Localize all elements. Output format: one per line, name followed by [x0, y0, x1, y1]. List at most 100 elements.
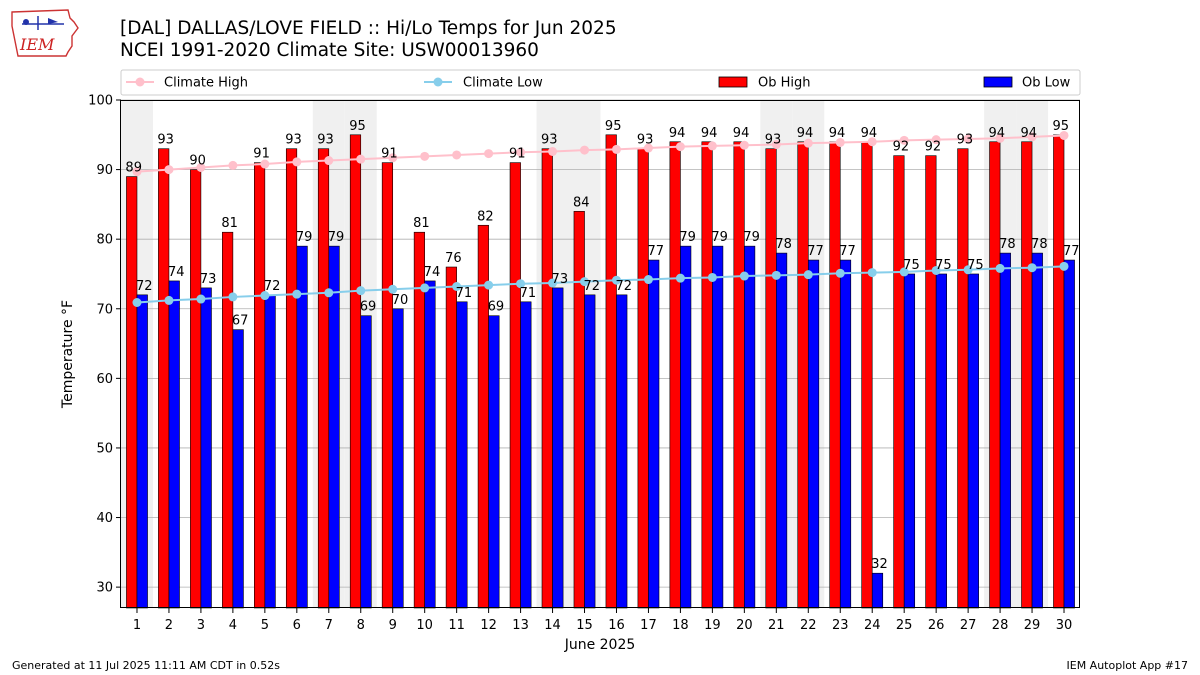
- ob-high-bar-25: [893, 155, 905, 609]
- ob-low-bar-30: [1063, 259, 1075, 609]
- climate-low-line: [136, 265, 1065, 304]
- ob-low-bar-27: [967, 273, 979, 609]
- ob-high-bar-28: [989, 141, 1001, 609]
- y-tick-label-40: 40: [96, 511, 113, 526]
- ob-low-value-11: 71: [456, 286, 473, 301]
- ob-low-bar-7: [328, 245, 340, 609]
- legend-item-climate-high: Climate High: [126, 76, 248, 91]
- ob-low-bar-18: [680, 245, 692, 609]
- ob-high-value-24: 94: [861, 126, 878, 141]
- climate-low-point-23: [835, 268, 845, 278]
- ob-high-value-25: 92: [893, 140, 910, 155]
- ob-high-value-13: 91: [509, 147, 526, 162]
- ob-low-value-2: 74: [168, 265, 185, 280]
- legend-label-climate-high: Climate High: [164, 76, 248, 91]
- x-tick-label-1: 1: [133, 618, 141, 633]
- ob-high-value-22: 94: [797, 126, 814, 141]
- ob-low-value-20: 79: [743, 230, 760, 245]
- climate-low-point-1: [132, 298, 142, 308]
- x-tick-label-26: 26: [928, 618, 945, 633]
- climate-high-point-27: [963, 134, 973, 144]
- climate-high-point-29: [1027, 132, 1037, 142]
- legend-frame: [120, 69, 1081, 96]
- climate-high-line: [136, 134, 1065, 173]
- ob-high-bar-13: [509, 162, 521, 609]
- ob-high-value-12: 82: [477, 209, 494, 224]
- ob-low-value-27: 75: [967, 258, 984, 273]
- ob-low-value-15: 72: [584, 279, 601, 294]
- x-tick-label-4: 4: [229, 618, 237, 633]
- climate-high-point-13: [516, 147, 526, 157]
- ob-low-value-18: 79: [679, 230, 696, 245]
- iem-logo: IEM: [11, 9, 79, 57]
- climate-high-point-7: [324, 156, 334, 166]
- ob-low-value-17: 77: [647, 244, 664, 259]
- climate-low-point-16: [611, 275, 621, 285]
- legend-item-ob-low: Ob Low: [983, 76, 1071, 91]
- ob-high-bar-1: [126, 176, 138, 609]
- iowa-state-outline: [11, 9, 79, 57]
- ob-low-value-3: 73: [200, 272, 217, 287]
- x-tick-label-15: 15: [576, 618, 593, 633]
- ob-low-bar-12: [488, 315, 500, 609]
- ob-high-value-2: 93: [157, 133, 174, 148]
- ob-low-value-26: 75: [935, 258, 952, 273]
- climate-low-point-18: [675, 273, 685, 283]
- ob-low-bar-10: [424, 280, 436, 609]
- x-tick-label-13: 13: [512, 618, 529, 633]
- ob-low-value-16: 72: [615, 279, 632, 294]
- ob-high-value-15: 84: [573, 195, 590, 210]
- ob-low-bar-2: [168, 280, 180, 609]
- ob-low-value-5: 72: [264, 279, 281, 294]
- climate-low-point-9: [388, 284, 398, 294]
- bars: [126, 134, 1075, 609]
- climate-high-point-20: [739, 140, 749, 150]
- x-tick-label-5: 5: [261, 618, 269, 633]
- ob-high-bar-16: [605, 134, 617, 609]
- climate-low-point-25: [899, 267, 909, 277]
- climate-high-point-4: [228, 160, 238, 170]
- ob-low-bar-14: [552, 287, 564, 609]
- ob-high-value-3: 90: [189, 154, 206, 169]
- climate-low-point-11: [452, 281, 462, 291]
- ob-high-bar-11: [445, 266, 457, 609]
- x-axis-label: June 2025: [564, 637, 636, 653]
- ob-high-value-20: 94: [733, 126, 750, 141]
- ob-high-value-11: 76: [445, 251, 462, 266]
- y-tick-label-90: 90: [96, 163, 113, 178]
- climate-low-point-10: [420, 283, 430, 293]
- climate-low-point-24: [867, 268, 877, 278]
- ob-low-value-6: 79: [296, 230, 313, 245]
- ob-high-value-17: 93: [637, 133, 654, 148]
- climate-low-point-15: [580, 277, 590, 287]
- climate-high-point-10: [420, 151, 430, 161]
- ob-low-bar-9: [392, 308, 404, 609]
- climate-high-point-2: [164, 165, 174, 175]
- climate-high-point-8: [356, 154, 366, 164]
- ob-low-bar-19: [712, 245, 724, 609]
- ob-low-bar-29: [1031, 252, 1043, 609]
- climate-low-point-2: [164, 295, 174, 305]
- climate-low-point-7: [324, 288, 334, 298]
- x-tick-label-12: 12: [480, 618, 497, 633]
- climate-lines: [132, 130, 1069, 308]
- x-tick-label-27: 27: [960, 618, 977, 633]
- ob-high-value-7: 93: [317, 133, 334, 148]
- legend-item-ob-high: Ob High: [718, 76, 811, 91]
- ob-high-value-21: 93: [765, 133, 782, 148]
- climate-high-point-5: [260, 159, 270, 169]
- x-tick-label-7: 7: [325, 618, 333, 633]
- ob-high-bar-19: [701, 141, 713, 609]
- climate-low-point-22: [803, 270, 813, 280]
- climate-high-point-28: [995, 133, 1005, 143]
- x-tick-label-9: 9: [389, 618, 397, 633]
- ob-low-value-22: 77: [807, 244, 824, 259]
- ob-high-bar-17: [637, 148, 649, 609]
- ob-low-value-29: 78: [1031, 237, 1048, 252]
- x-tick-label-30: 30: [1056, 618, 1073, 633]
- ob-low-bar-16: [616, 294, 628, 609]
- legend-label-ob-low: Ob Low: [1022, 76, 1071, 91]
- climate-low-point-6: [292, 289, 302, 299]
- ob-low-bar-25: [903, 273, 916, 609]
- x-tick-label-24: 24: [864, 618, 881, 633]
